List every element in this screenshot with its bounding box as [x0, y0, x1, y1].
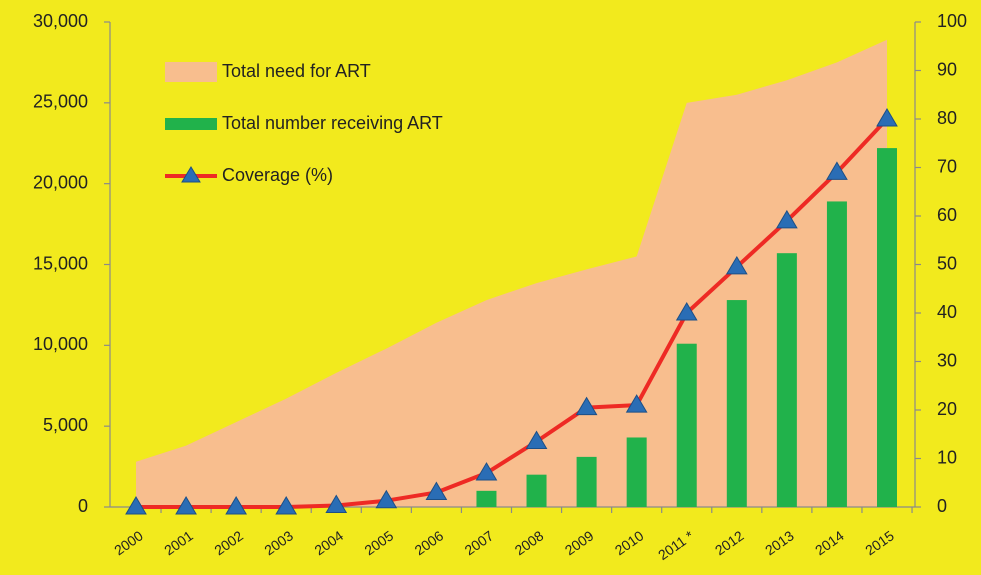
- x-tick-label: 2006: [412, 527, 447, 558]
- legend-swatch: [165, 62, 217, 82]
- y2-tick-label: 0: [937, 496, 947, 516]
- x-tick-label: 2001: [161, 527, 196, 558]
- legend-swatch: [165, 118, 217, 130]
- marker: [325, 494, 348, 514]
- y-tick-label: 0: [78, 496, 88, 516]
- bar: [676, 343, 697, 507]
- marker: [675, 302, 698, 321]
- y2-tick-label: 100: [937, 11, 967, 31]
- y-tick-label: 20,000: [33, 172, 88, 192]
- x-tick-label: 2004: [311, 527, 346, 558]
- bar: [526, 474, 547, 507]
- x-tick-label: 2014: [812, 527, 847, 558]
- x-tick-label: 2013: [762, 527, 797, 558]
- x-tick-label: 2012: [712, 527, 747, 558]
- x-tick-label: 2010: [612, 527, 647, 558]
- marker: [525, 430, 548, 450]
- x-tick-label: 2011 *: [655, 527, 697, 563]
- marker: [375, 489, 398, 509]
- x-tick-label: 2008: [512, 527, 547, 558]
- y-tick-label: 25,000: [33, 92, 88, 112]
- bar: [576, 456, 597, 507]
- marker: [826, 161, 848, 180]
- x-tick-label: 2003: [261, 527, 296, 558]
- x-tick-label: 2005: [361, 527, 396, 558]
- coverage-line: [136, 117, 889, 509]
- legend-label: Coverage (%): [222, 165, 333, 185]
- marker: [876, 108, 898, 127]
- y2-tick-label: 30: [937, 350, 957, 370]
- x-tick-label: 2009: [562, 527, 597, 558]
- x-tick-label: 2007: [462, 527, 497, 558]
- y2-tick-label: 90: [937, 59, 957, 79]
- x-tick-label: 2000: [111, 527, 146, 558]
- marker: [775, 209, 798, 229]
- y2-tick-label: 60: [937, 205, 957, 225]
- bar: [476, 490, 497, 507]
- y-tick-label: 15,000: [33, 253, 88, 273]
- x-tick-label: 2002: [211, 527, 246, 558]
- y2-tick-label: 20: [937, 399, 957, 419]
- marker: [225, 496, 248, 515]
- marker: [625, 394, 648, 413]
- marker: [575, 396, 598, 416]
- bar: [626, 437, 647, 507]
- marker: [725, 255, 748, 275]
- y2-tick-label: 50: [937, 253, 957, 273]
- y-tick-label: 10,000: [33, 334, 88, 354]
- legend-label: Total number receiving ART: [222, 113, 443, 133]
- y2-tick-label: 80: [937, 108, 957, 128]
- y2-tick-label: 70: [937, 156, 957, 176]
- bar: [826, 201, 847, 507]
- y2-tick-label: 40: [937, 302, 957, 322]
- legend-marker: [181, 166, 201, 183]
- y-tick-label: 30,000: [33, 11, 88, 31]
- marker: [475, 462, 498, 481]
- bar: [776, 253, 797, 507]
- marker: [125, 496, 147, 515]
- bar: [877, 148, 897, 507]
- need-area: [136, 39, 887, 508]
- marker: [175, 496, 197, 515]
- y2-tick-label: 10: [937, 447, 957, 467]
- x-tick-label: 2015: [862, 527, 897, 558]
- marker: [275, 496, 298, 515]
- legend-label: Total need for ART: [222, 61, 371, 81]
- bar: [726, 300, 747, 507]
- marker: [425, 481, 448, 500]
- y-tick-label: 5,000: [43, 415, 88, 435]
